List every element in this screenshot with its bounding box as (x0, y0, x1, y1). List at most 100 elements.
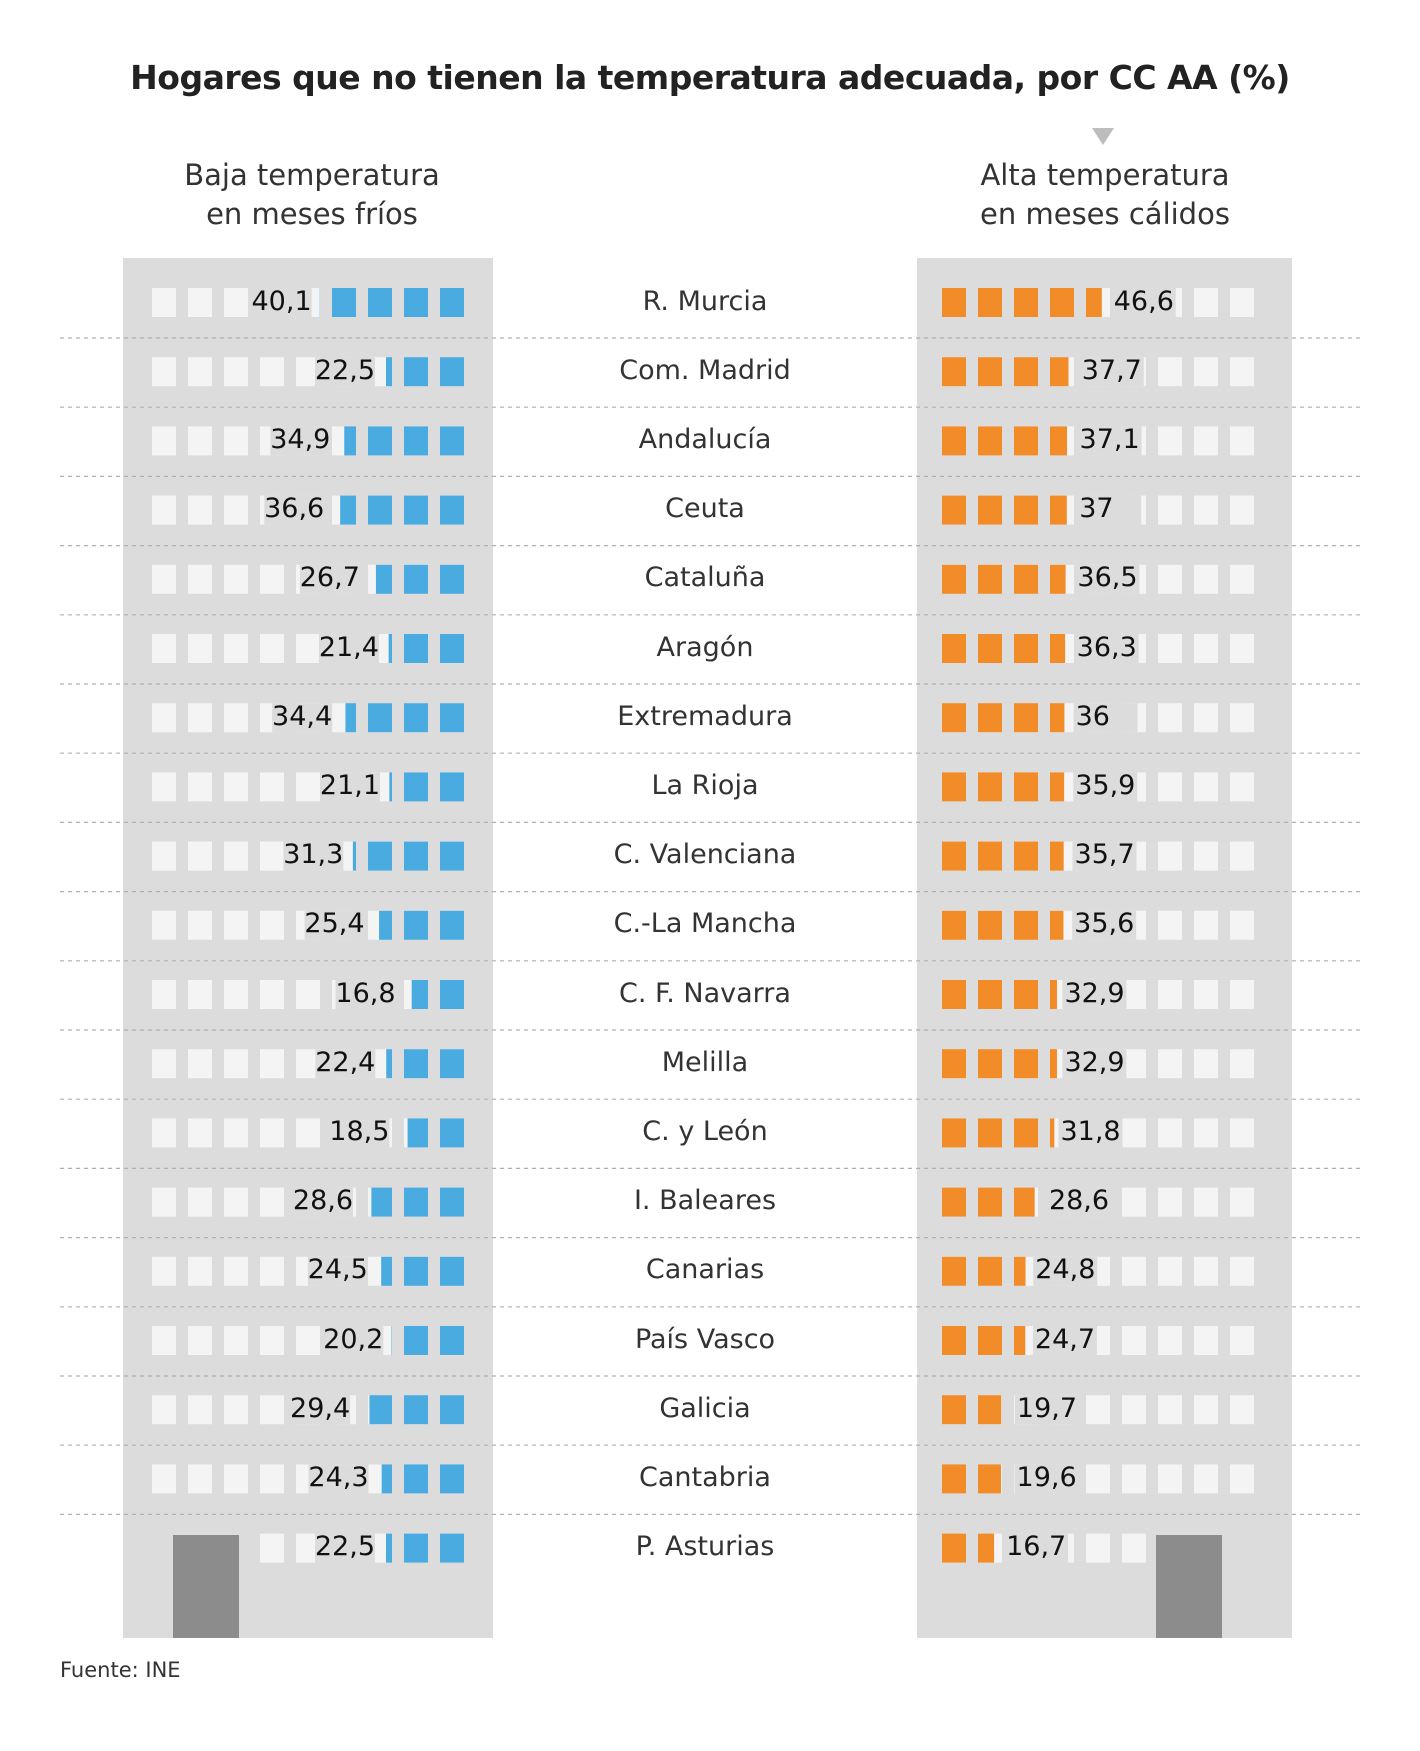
cold-bar-segment (386, 1533, 392, 1563)
window (296, 1326, 320, 1355)
triangle-marker-icon (1092, 128, 1114, 145)
hot-label-bg (1077, 495, 1142, 525)
window (152, 288, 176, 317)
hot-bar-segment (1014, 426, 1038, 456)
window (1230, 634, 1254, 663)
window (1230, 1187, 1254, 1217)
hot-label-bg (1077, 426, 1142, 456)
hot-bar-segment (978, 495, 1002, 525)
cold-bar-segment (381, 1464, 392, 1494)
window (1230, 564, 1254, 594)
window (1230, 703, 1254, 733)
hot-value-label: 24,8 (1035, 1254, 1096, 1286)
cold-bar-segment (404, 772, 428, 802)
cold-value-label: 24,5 (307, 1254, 368, 1286)
region-label: Melilla (661, 1046, 749, 1078)
window (260, 564, 284, 594)
cold-label-bg (304, 910, 365, 940)
window (224, 357, 248, 387)
cold-bar-segment (407, 1118, 428, 1148)
hot-value-label: 37,7 (1081, 354, 1142, 386)
window (188, 426, 212, 456)
cold-bar-segment (440, 1118, 464, 1148)
cold-label-bg (318, 634, 379, 663)
hot-bar-segment (1014, 1326, 1026, 1355)
hot-bar-segment (1014, 634, 1038, 663)
window (1230, 1395, 1254, 1425)
window (152, 564, 176, 594)
window (1194, 980, 1218, 1009)
window (1158, 1118, 1182, 1148)
hot-value-label: 24,7 (1034, 1323, 1096, 1355)
hot-value-label: 35,7 (1074, 839, 1135, 871)
hot-bar-segment (978, 1256, 1002, 1286)
cold-label-bg (315, 1533, 375, 1563)
window (1194, 1187, 1218, 1217)
window (188, 1464, 212, 1494)
window (224, 841, 248, 871)
hot-bar-segment (1014, 841, 1038, 871)
hot-bar-segment (1014, 772, 1038, 802)
window (1230, 980, 1254, 1009)
hot-bar-segment (978, 980, 1002, 1009)
cold-bar-segment (440, 288, 464, 317)
cold-bar-segment (404, 1464, 428, 1494)
building-hot (917, 258, 1292, 1638)
window (1086, 1464, 1110, 1494)
hot-value-label: 35,6 (1074, 908, 1135, 940)
hot-bar-segment (942, 1533, 966, 1563)
cold-value-label: 34,9 (270, 423, 331, 455)
cold-bar-segment (404, 1395, 428, 1425)
cold-value-label: 31,3 (283, 839, 344, 871)
cold-bar-segment (386, 357, 392, 387)
cold-value-label: 22,5 (314, 354, 375, 386)
window (260, 1118, 284, 1148)
cold-bar-segment (368, 703, 392, 733)
hot-bar-segment (978, 357, 1002, 387)
cold-bar-segment (440, 841, 464, 871)
window (1194, 564, 1218, 594)
window (224, 1326, 248, 1355)
hot-bar-segment (1050, 841, 1064, 871)
hot-bar-segment (978, 910, 1002, 940)
window (260, 980, 284, 1009)
cold-bar-segment (440, 426, 464, 456)
window (224, 772, 248, 802)
cold-value-label: 34,4 (272, 700, 333, 732)
hot-value-label: 19,6 (1016, 1461, 1077, 1493)
window (224, 703, 248, 733)
cold-bar-segment (440, 910, 464, 940)
hot-bar-segment (978, 634, 1002, 663)
region-label: R. Murcia (642, 285, 768, 317)
hot-bar-segment (942, 703, 966, 733)
hot-bar-segment (942, 980, 966, 1009)
window (1086, 1395, 1110, 1425)
cold-bar-segment (381, 1256, 392, 1286)
cold-label-bg (320, 772, 381, 802)
cold-bar-segment (404, 1049, 428, 1079)
hot-label-bg (1073, 772, 1138, 802)
window (1230, 1326, 1254, 1355)
window (260, 1464, 284, 1494)
hot-bar-segment (1050, 634, 1066, 663)
hot-bar-segment (942, 910, 966, 940)
cold-bar-segment (352, 841, 356, 871)
cold-label-bg (283, 841, 344, 871)
window (1230, 1464, 1254, 1494)
hot-bar-segment (1050, 910, 1064, 940)
window (152, 1326, 176, 1355)
region-label: Com. Madrid (619, 354, 791, 386)
window (188, 841, 212, 871)
window (224, 288, 248, 317)
cold-label-bg (293, 1187, 354, 1217)
region-label: País Vasco (634, 1323, 776, 1355)
hot-bar-segment (978, 1395, 1002, 1425)
hot-label-bg (1014, 1464, 1079, 1494)
cold-value-label: 40,1 (251, 285, 312, 317)
chart-title: Hogares que no tienen la temperatura ade… (130, 58, 1290, 97)
hot-label-bg (1046, 1187, 1111, 1217)
hot-value-label: 36,5 (1077, 562, 1138, 594)
window (1122, 1395, 1146, 1425)
hot-bar-segment (1050, 426, 1068, 456)
